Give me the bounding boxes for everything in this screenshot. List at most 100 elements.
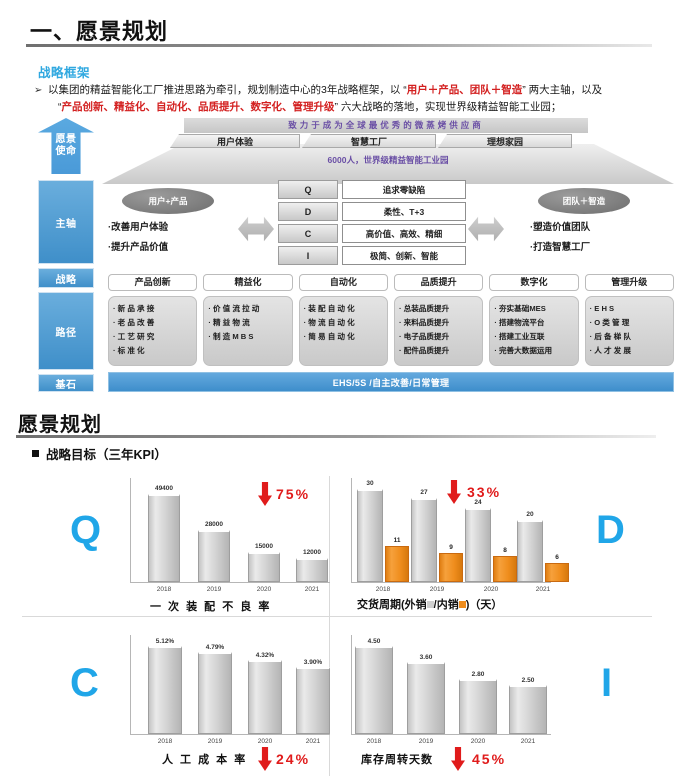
chart-d-label-in-2019: 9 xyxy=(449,544,453,551)
chart-d-xtick-2020: 2020 xyxy=(483,586,499,593)
chart-i-plot: 4.50 3.60 2.80 2.50 2018 2019 2020 2021 xyxy=(351,635,551,745)
kpi-subtitle: 战略目标（三年KPI） xyxy=(32,444,167,463)
chart-d-title-suffix: )（天） xyxy=(465,599,503,611)
qdci-row: I 极简、创新、智能 xyxy=(278,246,466,265)
path-item: · 物 流 自 动 化 xyxy=(303,318,355,327)
chart-d-delta: 33% xyxy=(467,484,502,500)
bullet-line-2: “产品创新、精益化、自动化、品质提升、数字化、管理升级” 六大战略的落地，实现世… xyxy=(34,99,664,116)
rail-vision-line1: 愿景 xyxy=(55,134,77,145)
chart-i-title: 库存周转天数 xyxy=(361,754,433,766)
double-arrow-right-icon xyxy=(468,216,504,242)
qdci-key-i: I xyxy=(278,246,338,265)
chart-c-xtick-2021: 2021 xyxy=(305,738,321,745)
chart-d-bar-out-2018 xyxy=(357,489,383,582)
chart-grid-vertical-divider xyxy=(329,476,330,776)
chart-d-xtick-2019: 2019 xyxy=(429,586,445,593)
rail-vision-mission: 愿景 使命 xyxy=(38,118,94,174)
chart-q-xaxis xyxy=(130,582,330,583)
foundation-bar: EHS/5S /自主改善/日常管理 xyxy=(108,372,674,392)
qdci-table: Q 追求零缺陷 D 柔性、T+3 C 高价值、高效、精细 I 极简、创新、智能 xyxy=(278,180,466,268)
chart-i-yaxis xyxy=(351,635,352,735)
path-item: · 老 品 改 善 xyxy=(113,318,155,327)
chart-q-xtick-2020: 2020 xyxy=(256,586,272,593)
strategy-pill-1: 产品创新 xyxy=(108,274,198,291)
axis-left-bullets: ·改善用户体验 ·提升产品价值 xyxy=(108,218,168,258)
vision-pyramid: 致力于成为全球最优秀的微蒸烤供应商 用户体验 智慧工厂 理想家园 6000人，世… xyxy=(102,118,674,184)
bullet-arrow-icon: ➢ xyxy=(34,85,43,96)
bullet-line-2-part-b: ” 六大战略的落地，实现世界级精益智能工业园； xyxy=(334,101,562,113)
path-item: · 搭建物流平台 xyxy=(494,318,545,327)
qdci-row: C 高价值、高效、精细 xyxy=(278,224,466,243)
chart-i-xtick-2018: 2018 xyxy=(366,738,382,745)
chart-d-plot: 30 27 24 20 11 9 8 6 2018 2019 2020 2021 xyxy=(351,478,569,593)
path-item: · 夯实基础MES xyxy=(494,304,546,313)
rail-main-axis: 主轴 xyxy=(38,180,94,264)
chart-q-bar-2019 xyxy=(198,530,230,582)
chart-c-label-2019: 4.79% xyxy=(205,644,225,651)
chart-q-plot: 49400 28000 15000 12000 2018 2019 2020 2… xyxy=(130,478,330,593)
bullet-line-1-highlight: 用户＋产品、团队＋智造 xyxy=(406,84,523,96)
chart-d-xtick-2021: 2021 xyxy=(535,586,551,593)
framework-heading: 战略框架 xyxy=(38,66,91,80)
chart-i-down-arrow-icon xyxy=(451,747,465,771)
legend-swatch-domestic xyxy=(458,601,466,608)
chart-d-xtick-2018: 2018 xyxy=(375,586,391,593)
path-item: · 来料品质提升 xyxy=(398,318,450,327)
kpi-subtitle-text: 战略目标（三年KPI） xyxy=(46,448,167,462)
chart-q-xtick-2018: 2018 xyxy=(156,586,172,593)
axis-left-bullet-2: ·提升产品价值 xyxy=(108,242,169,253)
path-box-5: · 夯实基础MES · 搭建物流平台 · 搭建工业互联 · 完善大数据运用 xyxy=(489,296,579,366)
section2-title: 愿景规划 xyxy=(18,414,102,436)
path-item: · E H S xyxy=(589,304,615,313)
chart-i-bar-2020 xyxy=(459,679,497,734)
chart-d-title-prefix: 交货周期(外销 xyxy=(357,599,427,611)
chart-i-label-2018: 4.50 xyxy=(367,638,381,645)
page-title: 一、愿景规划 xyxy=(30,19,169,44)
chart-i-label-2019: 3.60 xyxy=(419,654,433,661)
rail-strategy: 战略 xyxy=(38,268,94,288)
path-box-3: · 装 配 自 动 化 · 物 流 自 动 化 · 简 易 自 动 化 xyxy=(298,296,388,366)
chart-i-bar-2019 xyxy=(407,662,445,734)
chart-d-label-out-2018: 30 xyxy=(366,480,374,487)
chart-q: Q 49400 28000 15000 12000 2018 2019 2020… xyxy=(10,470,339,625)
chart-d-bar-out-2021 xyxy=(517,520,543,582)
pyramid-cell-smart-factory: 智慧工厂 xyxy=(302,134,436,148)
title-divider xyxy=(26,44,652,47)
path-item: · 价 值 流 拉 动 xyxy=(208,304,260,313)
path-item: · 装 配 自 动 化 xyxy=(303,304,355,313)
chart-c-bar-2021 xyxy=(296,667,330,734)
bullet-line-2-part-a: “ xyxy=(58,101,62,113)
chart-c-plot: 5.12% 4.79% 4.32% 3.90% 2018 2019 2020 2… xyxy=(130,635,330,745)
chart-d-title-mid: /内销 xyxy=(433,599,459,611)
bullet-line-2-highlight: 产品创新、精益化、自动化、品质提升、数字化、管理升级 xyxy=(61,101,335,113)
axis-right-bullet-1: ·塑造价值团队 xyxy=(530,222,591,233)
chart-q-yaxis xyxy=(130,478,131,583)
chart-q-delta: 75% xyxy=(276,486,311,502)
chart-c-xtick-2019: 2019 xyxy=(207,738,223,745)
chart-i: I 4.50 3.60 2.80 2.50 2018 2019 2020 202… xyxy=(339,625,668,780)
path-item: · 电子品质提升 xyxy=(398,332,450,341)
qdci-key-c: C xyxy=(278,224,338,243)
chart-c-xaxis xyxy=(130,734,330,735)
chart-i-delta: 45% xyxy=(472,751,507,767)
chart-i-bar-2021 xyxy=(509,685,547,734)
qdci-row: D 柔性、T+3 xyxy=(278,202,466,221)
legend-swatch-external xyxy=(426,601,434,608)
path-item: · 简 易 自 动 化 xyxy=(303,332,355,341)
chart-d-title: 交货周期(外销/内销 )（天） xyxy=(357,596,502,612)
chart-c-letter: C xyxy=(70,661,99,705)
rail-foundation: 基石 xyxy=(38,374,94,392)
chart-i-xtick-2019: 2019 xyxy=(418,738,434,745)
chart-c-yaxis xyxy=(130,635,131,735)
path-item: · 工 艺 研 究 xyxy=(113,332,155,341)
chart-q-label-2019: 28000 xyxy=(204,521,224,528)
strategy-pill-5: 数字化 xyxy=(489,274,579,291)
rail-path: 路径 xyxy=(38,292,94,370)
chart-d-bar-out-2020 xyxy=(465,508,491,582)
path-item: · 搭建工业互联 xyxy=(494,332,545,341)
chart-c-down-arrow-icon xyxy=(258,747,272,771)
chart-q-label-2021: 12000 xyxy=(302,549,322,556)
strategy-pill-2: 精益化 xyxy=(203,274,293,291)
pyramid-slogan: 致力于成为全球最优秀的微蒸烤供应商 xyxy=(184,118,588,133)
path-item: · 完善大数据运用 xyxy=(494,346,553,355)
